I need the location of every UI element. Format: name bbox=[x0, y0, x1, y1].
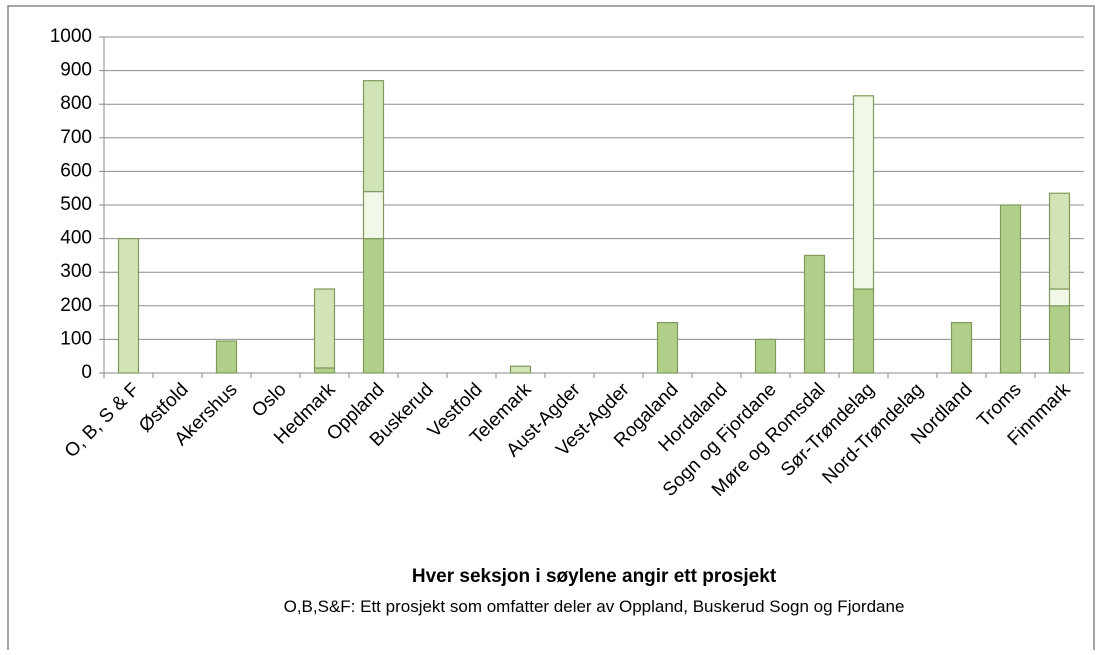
note: O,B,S&F: Ett prosjekt som omfatter deler… bbox=[284, 597, 905, 616]
bar-segment bbox=[754, 338, 777, 374]
y-tick-label: 1000 bbox=[50, 26, 92, 47]
bar-segment bbox=[117, 238, 140, 374]
bar-segment bbox=[1048, 192, 1071, 290]
y-tick-label: 600 bbox=[60, 160, 92, 181]
bar-segment bbox=[362, 238, 385, 374]
y-tick-label: 100 bbox=[60, 328, 92, 349]
bar-segment bbox=[313, 367, 336, 374]
bar-segment bbox=[803, 254, 826, 374]
bar-segment bbox=[362, 80, 385, 193]
bar-segment bbox=[950, 322, 973, 374]
y-tick-label: 700 bbox=[60, 127, 92, 148]
bar-segment bbox=[215, 340, 238, 374]
bar-segment bbox=[1048, 305, 1071, 374]
bar-segment bbox=[509, 365, 532, 374]
bar-segment bbox=[1048, 288, 1071, 307]
bar-segment bbox=[656, 322, 679, 374]
y-tick-label: 400 bbox=[60, 228, 92, 249]
bar-segment bbox=[313, 288, 336, 369]
chart-frame bbox=[7, 5, 1095, 655]
y-tick-label: 800 bbox=[60, 93, 92, 114]
bar-segment bbox=[362, 190, 385, 240]
y-tick-label: 900 bbox=[60, 60, 92, 81]
bar-segment bbox=[999, 204, 1022, 374]
x-axis-title: Hver seksjon i søylene angir ett prosjek… bbox=[412, 566, 777, 587]
y-tick-label: 200 bbox=[60, 295, 92, 316]
y-tick-label: 0 bbox=[81, 362, 92, 383]
bar-segment bbox=[852, 95, 875, 290]
y-tick-label: 500 bbox=[60, 194, 92, 215]
bar-segment bbox=[852, 288, 875, 374]
y-tick-label: 300 bbox=[60, 261, 92, 282]
